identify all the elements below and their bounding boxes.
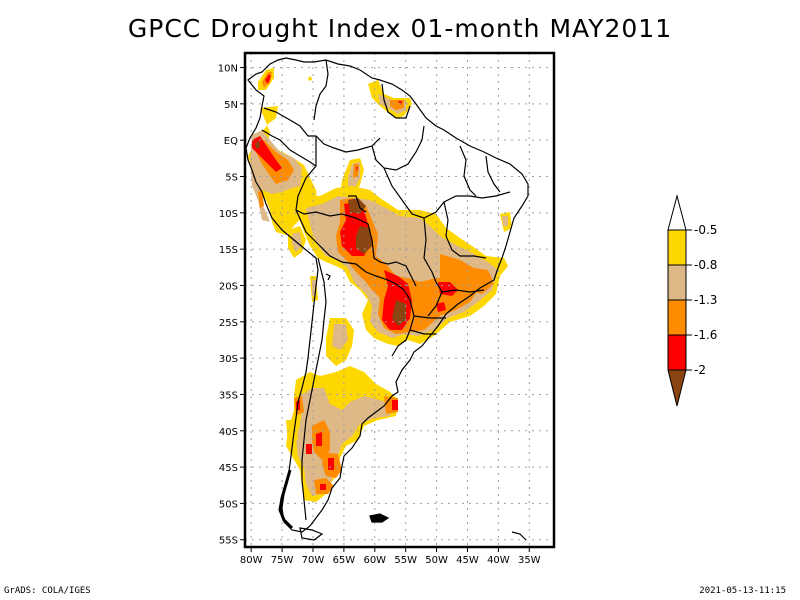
y-tick-label: 40S xyxy=(219,427,238,438)
colorbar-bin-orange xyxy=(667,299,687,336)
colorbar-label: -1.3 xyxy=(694,293,717,307)
y-tick-label: EQ xyxy=(224,136,238,147)
y-tick-label: 10S xyxy=(219,209,238,220)
y-tick-label: 45S xyxy=(219,463,238,474)
colorbar-bin-red xyxy=(667,334,687,371)
x-axis: 80W 75W 70W 65W 60W 55W 50W 45W 40W 35W xyxy=(240,547,541,566)
country-border xyxy=(371,125,425,171)
country-border xyxy=(261,129,317,167)
x-tick-label: 50W xyxy=(425,555,448,566)
region-central-brazil xyxy=(392,300,406,326)
country-border xyxy=(301,257,327,521)
y-tick-label: 30S xyxy=(219,354,238,365)
region-central-brazil xyxy=(348,198,366,214)
y-tick-label: 35S xyxy=(219,390,238,401)
state-border xyxy=(423,217,443,317)
state-border xyxy=(459,145,477,197)
country-border xyxy=(313,59,329,121)
x-tick-label: 80W xyxy=(240,555,263,566)
grads-credit: GrADS: COLA/IGES xyxy=(4,586,91,596)
region-central-brazil xyxy=(440,254,494,294)
region-argentina-central xyxy=(332,324,348,350)
state-border xyxy=(413,315,446,319)
region-chile-central xyxy=(286,420,298,444)
colorbar-top-triangle xyxy=(667,194,687,231)
region-amazon xyxy=(356,167,358,172)
plot-frame xyxy=(243,51,556,549)
y-tick-label: 20S xyxy=(219,281,238,292)
south-georgia xyxy=(511,531,527,541)
region-central-brazil xyxy=(336,198,478,334)
y-tick-label: 55S xyxy=(219,536,238,547)
colorbar-label: -2 xyxy=(694,363,706,377)
state-border xyxy=(383,167,511,219)
region-ne-brazil xyxy=(502,216,508,226)
state-border xyxy=(441,289,485,293)
chile-archipelago xyxy=(278,469,294,530)
region-argentina-patagonia xyxy=(296,388,392,496)
x-tick-label: 45W xyxy=(456,555,479,566)
region-central-brazil xyxy=(436,302,446,312)
y-tick-label: 50S xyxy=(219,499,238,510)
country-border xyxy=(295,209,415,357)
region-nw-colombia xyxy=(265,74,271,84)
x-tick-label: 70W xyxy=(302,555,325,566)
region-argentina-patagonia xyxy=(316,432,322,446)
coastline xyxy=(245,57,529,541)
x-tick-label: 65W xyxy=(333,555,356,566)
colorbar-label: -0.5 xyxy=(694,223,717,237)
x-tick-label: 35W xyxy=(518,555,541,566)
country-border xyxy=(263,107,381,153)
y-tick-label: 10N xyxy=(218,64,238,75)
region-central-brazil xyxy=(356,226,372,254)
falkland-islands xyxy=(369,513,390,523)
colorbar-bin-tan xyxy=(667,264,687,301)
gridlines xyxy=(245,53,554,547)
state-border xyxy=(348,195,367,213)
colorbar: -0.5 -0.8 -1.3 -1.6 -2 xyxy=(667,194,717,407)
y-tick-label: 25S xyxy=(219,318,238,329)
y-axis: 10N 5N EQ 5S 10S 15S 20S 25S 30S 35S 40S 45S 50S 55S xyxy=(218,64,245,547)
drought-shading xyxy=(248,68,512,502)
region-venezuela xyxy=(308,76,312,81)
region-argentina-patagonia xyxy=(306,444,312,454)
state-border xyxy=(485,155,501,193)
colorbar-label: -1.6 xyxy=(694,328,717,342)
colorbar-bin-yellow xyxy=(667,229,687,266)
south-america-coastline xyxy=(245,57,529,533)
x-tick-label: 75W xyxy=(271,555,294,566)
tierra-del-fuego xyxy=(299,527,324,541)
x-tick-label: 60W xyxy=(363,555,386,566)
y-tick-label: 15S xyxy=(219,245,238,256)
region-buenos-aires xyxy=(392,400,398,410)
x-tick-label: 40W xyxy=(487,555,510,566)
chart-title: GPCC Drought Index 01-month MAY2011 xyxy=(127,14,673,43)
x-tick-label: 55W xyxy=(394,555,417,566)
state-border xyxy=(443,201,487,259)
country-border xyxy=(341,213,389,265)
lake-titicaca xyxy=(325,273,331,281)
colorbar-label: -0.8 xyxy=(694,258,717,272)
y-tick-label: 5S xyxy=(225,173,238,184)
state-border xyxy=(409,329,436,335)
y-tick-label: 5N xyxy=(224,100,238,111)
region-argentina-patagonia xyxy=(320,484,326,490)
region-ecuador-peru xyxy=(255,141,260,149)
country-border xyxy=(381,83,411,119)
timestamp: 2021-05-13-11:15 xyxy=(699,586,786,596)
region-argentina-patagonia xyxy=(328,458,334,470)
colorbar-bottom-triangle xyxy=(667,369,687,407)
country-border xyxy=(387,261,417,287)
